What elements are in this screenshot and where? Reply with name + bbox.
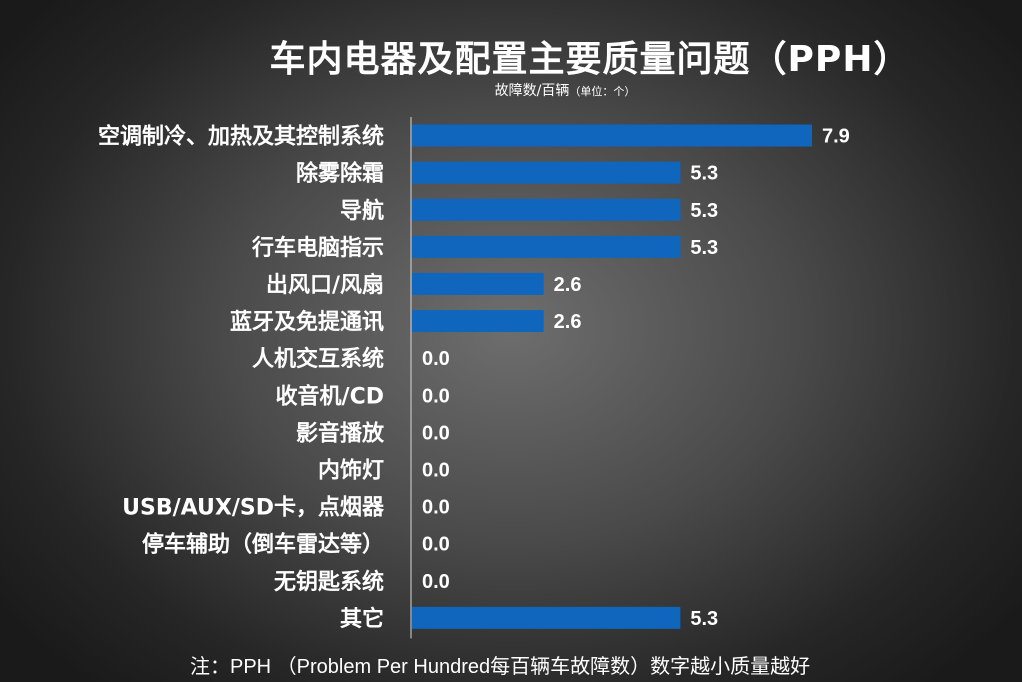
bar — [412, 161, 681, 184]
chart-title: 车内电器及配置主要质量问题（PPH） — [269, 39, 911, 80]
category-label: 内饰灯 — [318, 457, 384, 483]
category-label: 其它 — [340, 606, 384, 632]
footnote: 注：PPH （Problem Per Hundred每百辆车故障数）数字越小质量… — [190, 656, 811, 678]
value-label: 2.6 — [554, 274, 582, 296]
value-label: 5.3 — [690, 608, 718, 630]
value-label: 0.0 — [422, 422, 450, 444]
category-label: 收音机/CD — [276, 383, 384, 409]
category-label: USB/AUX/SD卡，点烟器 — [122, 495, 385, 521]
category-label: 人机交互系统 — [252, 346, 384, 372]
category-label: 停车辅助（倒车雷达等） — [142, 532, 384, 558]
category-label: 出风口/风扇 — [266, 272, 384, 298]
category-label: 导航 — [340, 198, 384, 224]
value-label: 0.0 — [422, 385, 450, 407]
category-label: 行车电脑指示 — [251, 235, 384, 261]
bar — [412, 272, 544, 295]
category-label: 影音播放 — [296, 420, 385, 446]
value-label: 0.0 — [422, 497, 450, 519]
value-label: 5.3 — [690, 200, 718, 222]
value-label: 0.0 — [422, 534, 450, 556]
value-label: 0.0 — [422, 571, 450, 593]
unit-note: （单位：个） — [569, 85, 636, 98]
value-label: 5.3 — [690, 163, 718, 185]
value-label: 5.3 — [690, 237, 718, 259]
value-label: 0.0 — [422, 348, 450, 370]
category-label: 空调制冷、加热及其控制系统 — [98, 124, 384, 150]
category-label: 蓝牙及免提通讯 — [230, 309, 384, 335]
value-label: 0.0 — [422, 459, 450, 481]
value-label: 7.9 — [822, 126, 850, 148]
bar — [412, 606, 681, 629]
subtitle-text: 故障数/百辆 — [494, 83, 570, 99]
chart-subtitle: 故障数/百辆（单位：个） — [0, 80, 1022, 100]
category-label: 无钥匙系统 — [274, 569, 384, 595]
value-label: 2.6 — [554, 311, 582, 333]
bar — [412, 310, 544, 333]
bar — [412, 198, 681, 221]
bar — [412, 124, 812, 147]
category-label: 除雾除霜 — [296, 161, 384, 187]
bar — [412, 235, 681, 258]
